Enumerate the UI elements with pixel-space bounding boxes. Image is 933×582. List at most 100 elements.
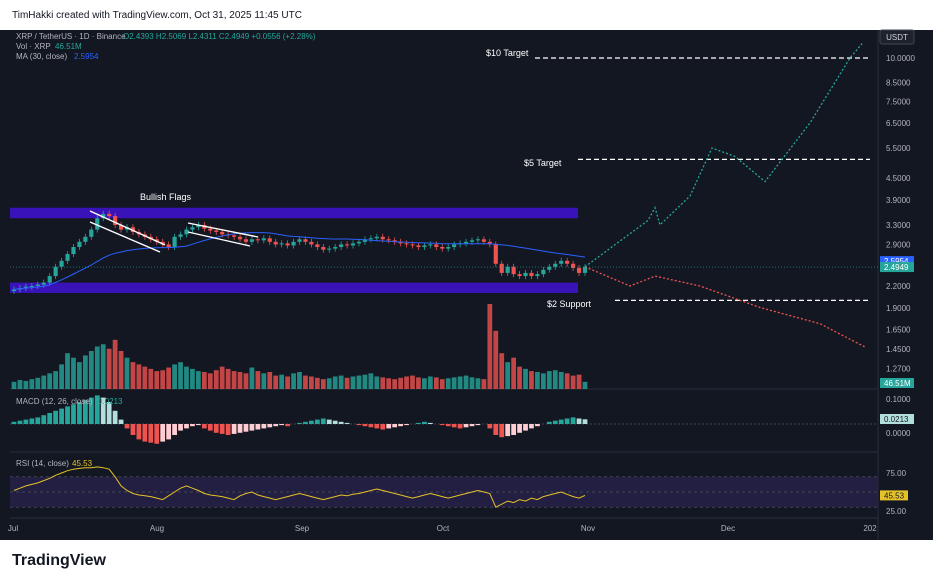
- candle-body: [11, 289, 17, 291]
- volume-bar: [261, 373, 267, 389]
- macd-hist-bar: [332, 420, 338, 424]
- candle-body: [101, 213, 106, 219]
- time-axis[interactable]: Jul Aug Sep Oct Nov Dec 202: [8, 524, 877, 533]
- tradingview-logo[interactable]: TradingView: [12, 552, 106, 569]
- volume-bar: [416, 377, 421, 389]
- macd-hist-bar: [231, 424, 237, 434]
- candle-body: [65, 254, 70, 261]
- candle-body: [321, 247, 326, 250]
- candle-body: [261, 238, 266, 241]
- macd-hist-bar: [380, 424, 386, 430]
- price-tick-label: 10.0000: [886, 54, 915, 63]
- candle-body: [267, 238, 272, 242]
- volume-bar: [529, 371, 534, 389]
- volume-bar: [475, 378, 481, 389]
- volume-bar: [344, 377, 350, 389]
- volume-bar: [106, 348, 112, 389]
- candle-body: [95, 218, 100, 230]
- volume-bar: [285, 376, 290, 389]
- candle-body: [243, 239, 249, 242]
- macd-hist-bar: [285, 424, 290, 427]
- volume-bar: [505, 362, 511, 389]
- volume-bar: [136, 364, 142, 389]
- macd-hist-bar: [172, 424, 177, 435]
- candle-body: [196, 224, 201, 228]
- macd-hist-bar: [338, 421, 344, 424]
- candle-body: [463, 241, 469, 244]
- macd-hist-bar: [59, 408, 64, 424]
- volume-bar: [142, 366, 148, 389]
- candle-body: [71, 247, 76, 255]
- volume-bar: [404, 376, 409, 389]
- macd-hist-bar: [124, 424, 130, 429]
- candle-body: [350, 243, 356, 246]
- macd-hist-bar: [517, 424, 522, 433]
- current-price-badge: [880, 262, 914, 273]
- volume-bar: [546, 371, 552, 389]
- macd-hist-bar: [65, 406, 70, 424]
- volume-bar: [356, 375, 362, 389]
- candle-body: [446, 247, 451, 249]
- volume-bar: [112, 339, 118, 389]
- candle-body: [553, 263, 558, 267]
- volume-bar: [410, 375, 415, 389]
- volume-bar: [237, 372, 243, 389]
- rsi-title: RSI (14, close): [16, 459, 69, 468]
- macd-hist-bar: [118, 419, 124, 424]
- volume-bar: [570, 375, 576, 389]
- macd-hist-bar: [368, 424, 374, 428]
- macd-hist-bar: [267, 424, 273, 428]
- levels-layer: Bullish Flags $10 Target $5 Target $2 Suppo…: [140, 48, 870, 309]
- candle-body: [77, 241, 82, 248]
- price-axis[interactable]: 10.0000 8.5000 7.5000 6.5000 5.5000 4.5000 3.9…: [10, 54, 915, 516]
- macd-hist-bar: [493, 424, 499, 435]
- volume-bar: [511, 357, 517, 389]
- candle-body: [523, 272, 528, 277]
- candle-body: [107, 213, 112, 217]
- volume-badge: [880, 378, 914, 388]
- macd-hist-bar: [53, 410, 59, 424]
- candles-layer: [11, 210, 588, 295]
- macd-hist-bar: [88, 397, 94, 424]
- macd-hist-bar: [166, 424, 172, 440]
- volume-bar: [213, 370, 219, 389]
- macd-hist-bar: [279, 424, 285, 426]
- macd-hist-bar: [511, 424, 517, 435]
- volume-bar: [493, 330, 499, 389]
- candle-body: [576, 267, 582, 273]
- volume-bar: [517, 366, 522, 389]
- macd-hist-bar: [457, 424, 463, 429]
- volume-bar: [94, 346, 100, 389]
- legend-vol-value: 46.51M: [55, 42, 82, 51]
- candle-body: [208, 228, 213, 231]
- price-tick-label: 1.6500: [886, 325, 911, 334]
- volume-bar: [350, 376, 356, 389]
- currency-button[interactable]: [879, 29, 915, 45]
- macd-hist-bar: [535, 424, 540, 427]
- macd-hist-bar: [356, 424, 362, 426]
- price-tick-label: 8.5000: [886, 78, 911, 87]
- macd-hist-bar: [23, 419, 29, 424]
- macd-hist-bar: [303, 421, 308, 424]
- price-tick-label: 3.9000: [886, 196, 911, 205]
- candle-body: [231, 235, 237, 237]
- flags-layer: [89, 210, 259, 253]
- candle-body: [315, 244, 320, 248]
- volume-bar: [118, 350, 124, 389]
- legend-symbol: XRP / TetherUS · 1D · Binance: [16, 32, 126, 41]
- time-tick-label: Oct: [437, 524, 450, 533]
- price-tick-label: 2.2000: [886, 282, 911, 291]
- candle-body: [410, 244, 415, 246]
- bullish-projection-path: [584, 43, 863, 268]
- macd-hist-bar: [112, 410, 118, 424]
- candle-body: [374, 236, 379, 239]
- volume-bar: [154, 371, 160, 389]
- candle-body: [422, 245, 427, 248]
- volume-bar: [535, 372, 540, 389]
- volume-bar: [23, 380, 29, 389]
- candle-body: [434, 244, 439, 248]
- price-tick-label: 5.5000: [886, 144, 911, 153]
- volume-bar: [41, 375, 47, 389]
- candle-body: [404, 243, 409, 245]
